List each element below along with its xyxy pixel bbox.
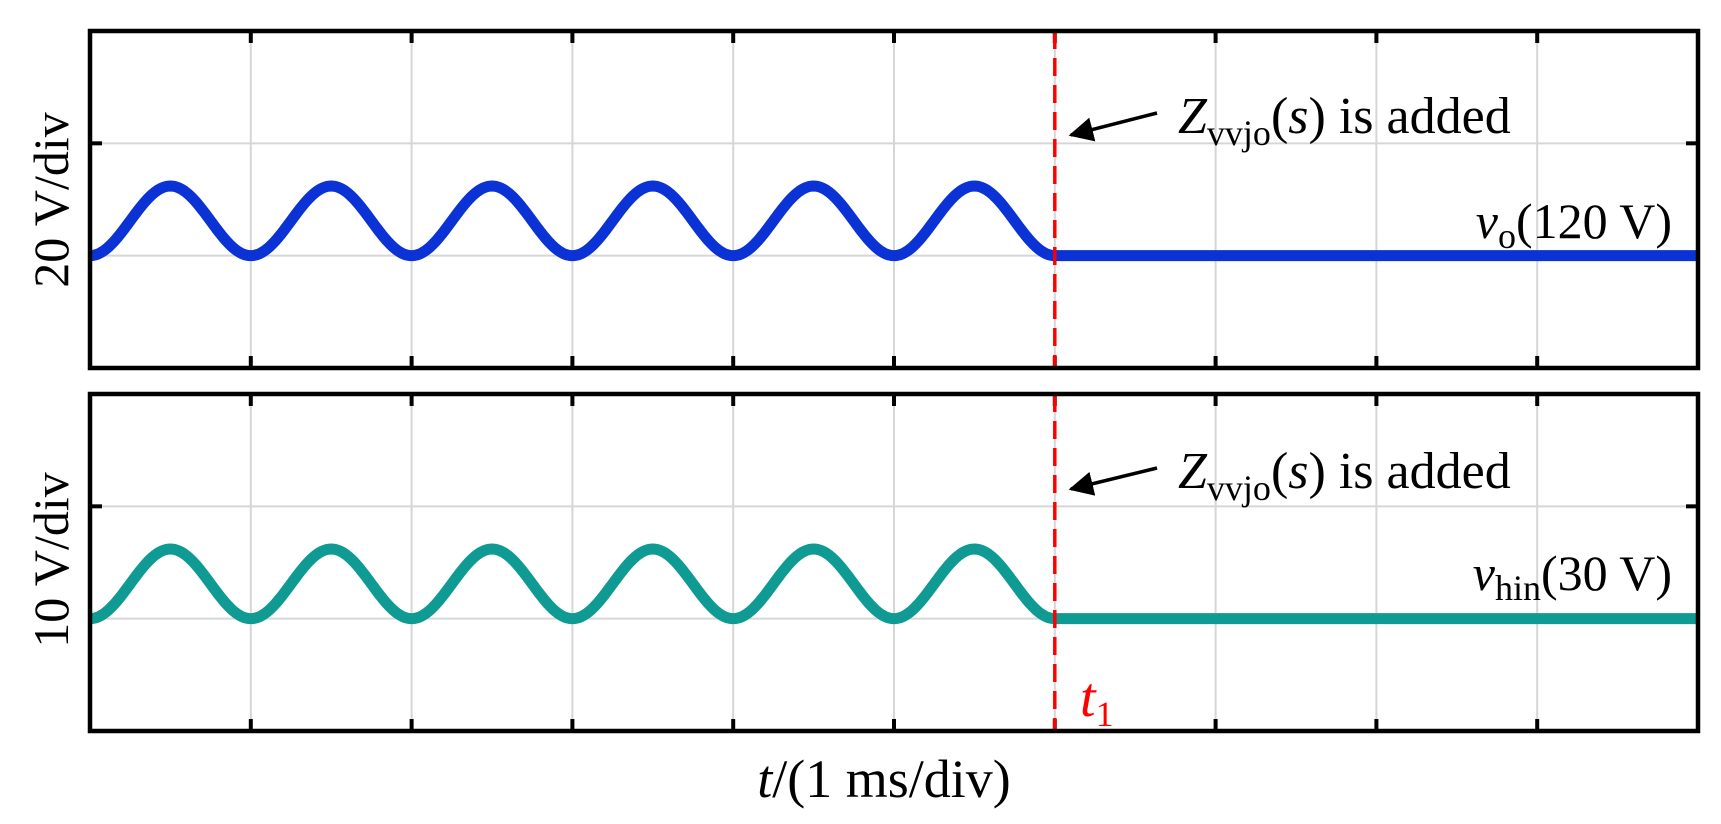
t1-symbol: t	[1080, 667, 1097, 729]
top-y-axis-label: 20 V/div	[23, 112, 79, 288]
vo-value: (120 V)	[1516, 193, 1672, 249]
vo-subscript: o	[1498, 216, 1516, 256]
top-panel: Zvvjo(s) is added vo(120 V) 20 V/div	[23, 28, 1701, 371]
vhin-label: vhin(30 V)	[1473, 545, 1672, 608]
vhin-symbol: v	[1473, 545, 1496, 601]
bottom-plot-frame	[87, 391, 1701, 734]
top-plot-frame	[87, 28, 1701, 371]
top-grid	[90, 31, 1698, 368]
x-axis-var: t	[757, 749, 774, 809]
annotation-suffix: is added	[1326, 88, 1511, 145]
vhin-value: (30 V)	[1541, 545, 1672, 601]
vo-label: vo(120 V)	[1476, 193, 1672, 256]
annotation-arrow-top	[1068, 111, 1158, 142]
annotation-z: Z	[1178, 443, 1208, 500]
annotation-suffix: is added	[1326, 443, 1511, 500]
bottom-panel: Zvvjo(s) is added vhin(30 V) t1 10 V/div	[23, 391, 1701, 734]
vo-symbol: v	[1476, 193, 1499, 249]
vo-trace	[86, 180, 1696, 262]
annotation-paren-close: )	[1309, 88, 1326, 145]
t1-subscript: 1	[1096, 694, 1114, 734]
x-axis-label: t/(1 ms/div)	[757, 749, 1011, 809]
annotation-arg: s	[1288, 88, 1308, 145]
vhin-trace	[86, 543, 1696, 625]
annotation-arg: s	[1288, 443, 1308, 500]
vhin-subscript: hin	[1495, 568, 1541, 608]
x-axis-unit: /(1 ms/div)	[772, 749, 1011, 809]
annotation-arrow-bottom	[1068, 466, 1158, 496]
annotation-subscript: vvjo	[1207, 468, 1271, 508]
t1-marker-label: t1	[1080, 667, 1114, 734]
bottom-y-axis-label: 10 V/div	[23, 472, 79, 648]
annotation-paren-open: (	[1271, 443, 1288, 500]
annotation-text-top: Zvvjo(s) is added	[1178, 88, 1511, 153]
annotation-text-bottom: Zvvjo(s) is added	[1178, 443, 1511, 508]
annotation-z: Z	[1178, 88, 1208, 145]
annotation-subscript: vvjo	[1207, 113, 1271, 153]
annotation-paren-open: (	[1271, 88, 1288, 145]
annotation-paren-close: )	[1309, 443, 1326, 500]
